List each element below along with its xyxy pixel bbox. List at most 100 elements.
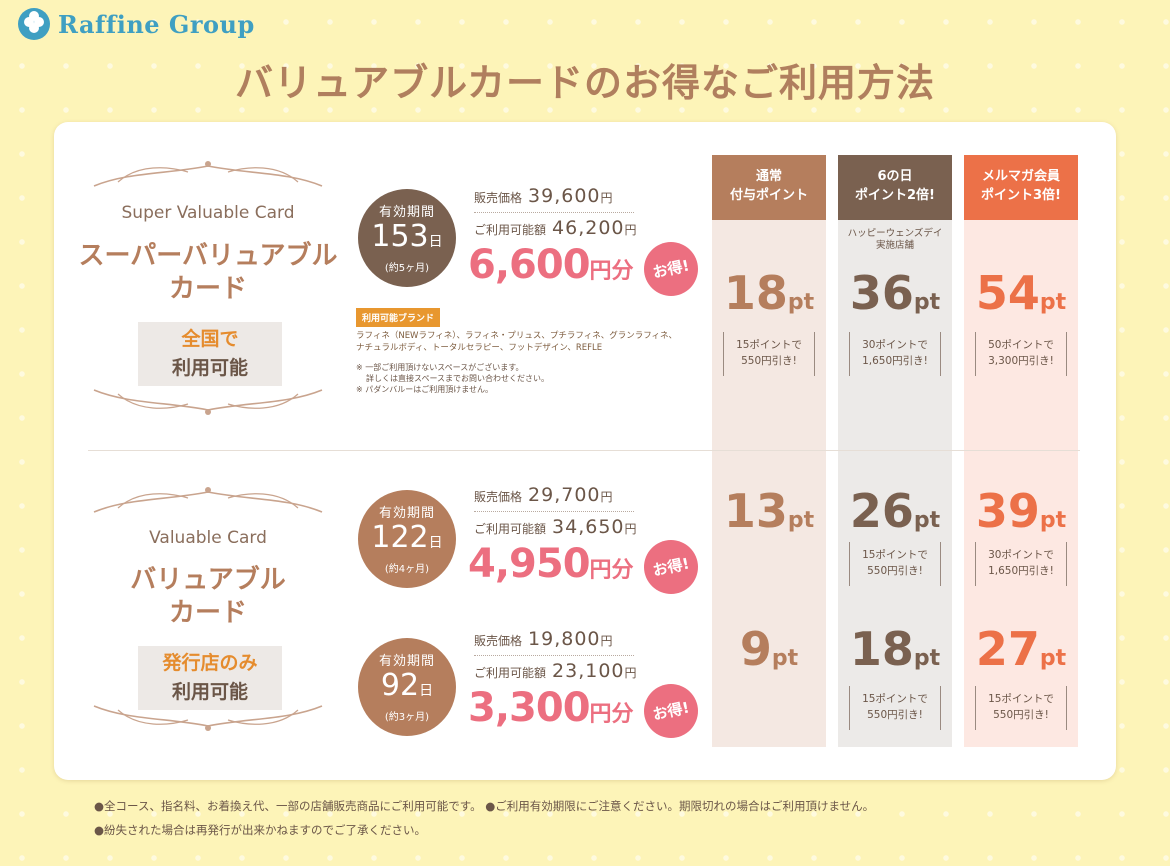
tier2-gain: 3,300円分: [468, 685, 634, 731]
note-line: ※ パダンバルーはご利用頂けません。: [356, 385, 494, 394]
period-months: (約3ヶ月): [384, 712, 430, 723]
usable-value: 23,100: [552, 660, 625, 682]
price-label: 販売価格: [474, 490, 523, 504]
period-days: 92日: [358, 669, 456, 708]
discount-line: 15ポイントで: [988, 693, 1054, 705]
column-triple-bg: [964, 155, 1078, 747]
tier2-usable-amount: ご利用可能額 23,100円: [474, 660, 637, 682]
super-availability: 全国で 利用可能: [138, 322, 282, 386]
usable-label: ご利用可能額: [474, 223, 547, 237]
tier2-points-normal: 9pt: [712, 622, 826, 676]
super-usable-amount: ご利用可能額 46,200円: [474, 217, 637, 239]
discount-line: 550円引き!: [867, 565, 923, 577]
ornament-top-valuable-icon: [93, 487, 323, 513]
column-header-line: 付与ポイント: [729, 188, 808, 203]
yen-unit: 円: [600, 191, 613, 205]
points-unit: pt: [771, 646, 799, 671]
period-months: (約5ヶ月): [384, 263, 430, 274]
tier1-sale-price: 販売価格 29,700円: [474, 484, 613, 506]
discount-line: 1,650円引き!: [988, 565, 1054, 577]
yen-unit: 円: [624, 522, 637, 536]
super-gain: 6,600円分: [468, 242, 634, 288]
brand-line: ナチュラルボディ、トータルセラピー、フットデザイン、REFLE: [356, 343, 603, 353]
footnote-line-1: ●全コース、指名料、お着換え代、一部の店舗販売商品にご利用可能です。 ●ご利用有…: [94, 799, 875, 813]
discount-line: 550円引き!: [993, 709, 1049, 721]
period-days: 153日: [358, 220, 456, 259]
tier1-points-normal: 13pt: [712, 484, 826, 538]
tier2-sale-price: 販売価格 19,800円: [474, 628, 613, 650]
super-discount-triple: 50ポイントで 3,300円引き!: [975, 332, 1067, 376]
points-unit: pt: [913, 290, 941, 315]
price-separator: [474, 655, 634, 656]
period-months: (約4ヶ月): [384, 564, 430, 575]
column-header-normal: 通常 付与ポイント: [712, 155, 826, 220]
valuable-period-circle-92: 有効期間 92日 (約3ヶ月): [358, 638, 456, 736]
gain-unit: 円分: [589, 702, 634, 727]
discount-line: 30ポイントで: [988, 549, 1054, 561]
note-line: ※ 一部ご利用頂けないスペースがございます。: [356, 363, 524, 372]
clover-logo-icon: [18, 8, 50, 40]
card-name-line: カード: [168, 274, 247, 304]
days-unit: 日: [428, 535, 443, 551]
price-label: 販売価格: [474, 634, 523, 648]
points-unit: pt: [913, 646, 941, 671]
column-header-double: 6の日 ポイント2倍!: [838, 155, 952, 220]
discount-line: 550円引き!: [741, 355, 797, 367]
period-label: 有効期間: [378, 654, 435, 669]
discount-line: 3,300円引き!: [988, 355, 1054, 367]
price-value: 29,700: [528, 484, 601, 506]
ornament-bottom-valuable-icon: [93, 705, 323, 731]
tier2-points-triple: 27pt: [964, 622, 1078, 676]
tier2-discount-double: 15ポイントで 550円引き!: [849, 686, 941, 730]
usable-value: 34,650: [552, 516, 625, 538]
discount-line: 15ポイントで: [862, 693, 928, 705]
tier1-gain: 4,950円分: [468, 541, 634, 587]
days-value: 153: [371, 219, 429, 254]
days-unit: 日: [419, 683, 434, 699]
column-header-line: 通常: [755, 169, 782, 184]
tier2-discount-triple: 15ポイントで 550円引き!: [975, 686, 1067, 730]
price-value: 19,800: [528, 628, 601, 650]
discount-line: 1,650円引き!: [862, 355, 928, 367]
period-days: 122日: [358, 521, 456, 560]
brand-line: ラフィネ（NEWラフィネ）、ラフィネ・プリュス、プチラフィネ、グランラフィネ、: [356, 331, 678, 341]
points-unit: pt: [1039, 508, 1067, 533]
column-normal-bg: [712, 155, 826, 747]
price-value: 39,600: [528, 185, 601, 207]
page-title: バリュアブルカードのお得なご利用方法: [234, 61, 936, 105]
availability-line: 利用可能: [171, 681, 248, 703]
discount-line: 30ポイントで: [862, 339, 928, 351]
days-value: 92: [380, 668, 420, 703]
availability-line: 利用可能: [171, 357, 248, 379]
tier1-points-triple: 39pt: [964, 484, 1078, 538]
points-value: 18: [849, 622, 914, 676]
note-line: 詳しくは直接スペースまでお問い合わせください。: [366, 374, 550, 383]
price-separator: [474, 511, 634, 512]
brand-tag: 利用可能ブランド: [356, 308, 441, 327]
brand-name: Raffine Group: [58, 9, 255, 39]
column-header-triple: メルマガ会員 ポイント3倍!: [964, 155, 1078, 220]
availability-line: 全国で: [181, 328, 239, 350]
tier2-points-double: 18pt: [838, 622, 952, 676]
yen-unit: 円: [624, 223, 637, 237]
super-points-normal: 18pt: [712, 266, 826, 320]
points-value: 9: [739, 622, 772, 676]
days-unit: 日: [428, 234, 443, 250]
yen-unit: 円: [600, 634, 613, 648]
price-label: 販売価格: [474, 191, 523, 205]
column-double-bg: [838, 155, 952, 747]
yen-unit: 円: [600, 490, 613, 504]
card-name-line: スーパーバリュアブル: [78, 241, 338, 271]
valuable-card-name-jp: バリュアブル カード: [78, 564, 338, 630]
discount-line: 15ポイントで: [862, 549, 928, 561]
card-name-line: カード: [168, 598, 247, 628]
valuable-card-name-en: Valuable Card: [149, 528, 267, 548]
ornament-bottom-super-icon: [93, 389, 323, 415]
period-label: 有効期間: [378, 205, 435, 220]
happy-note-line: 実施店舗: [875, 240, 914, 251]
period-label: 有効期間: [378, 506, 435, 521]
days-value: 122: [371, 520, 429, 555]
points-value: 18: [723, 266, 788, 320]
valuable-period-circle-122: 有効期間 122日 (約4ヶ月): [358, 490, 456, 588]
points-value: 54: [975, 266, 1040, 320]
